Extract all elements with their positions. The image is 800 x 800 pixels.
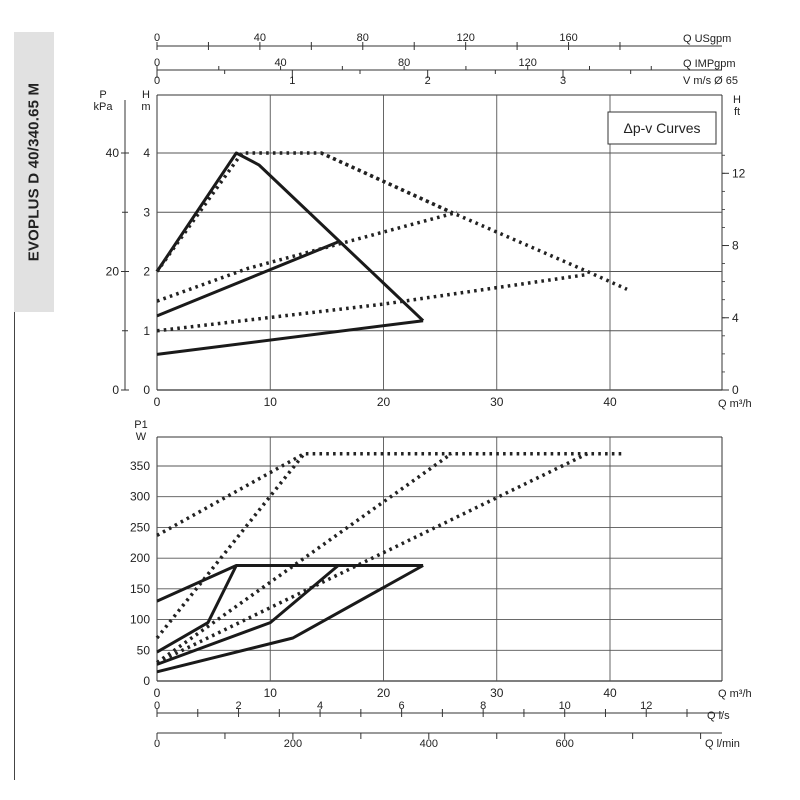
h-axis-unit: m	[141, 101, 150, 113]
h-ft-axis-unit: ft	[734, 106, 740, 118]
top-chart-x-tick-label: 0	[154, 395, 161, 409]
power-curve-6	[156, 564, 238, 654]
bottom-chart-x-tick-label: 30	[490, 686, 504, 700]
bottom-chart-x-tick-label: 40	[603, 686, 617, 700]
ls-axis-tick-label: 2	[235, 700, 241, 712]
h-axis-tick-label: 2	[143, 265, 150, 279]
lmin-axis-tick-label: 200	[284, 738, 302, 750]
power-curve-2	[155, 452, 306, 640]
velocity-axis-tick-label: 2	[425, 75, 431, 87]
h-axis-tick-label: 0	[143, 383, 150, 397]
power-axis-tick-label: 150	[130, 582, 150, 596]
top-curve-7	[320, 151, 453, 214]
power-curve-8	[156, 564, 424, 674]
ls-axis-tick-label: 4	[317, 700, 323, 712]
impgpm-axis-title: Q IMPgpm	[683, 58, 736, 70]
lmin-axis-title: Q l/min	[705, 738, 740, 750]
impgpm-axis-tick-label: 120	[519, 57, 537, 69]
legend-label: Δp-v Curves	[623, 120, 700, 136]
p-axis-unit: kPa	[94, 101, 114, 113]
ls-axis-tick-label: 6	[399, 700, 405, 712]
h-ft-axis-tick-label: 12	[732, 166, 746, 180]
bottom-chart-x-tick-label: 10	[264, 686, 278, 700]
lmin-axis-tick-label: 0	[154, 738, 160, 750]
power-axis-tick-label: 200	[130, 551, 150, 565]
usgpm-axis-title: Q USgpm	[683, 33, 731, 45]
h-ft-axis-tick-label: 8	[732, 239, 739, 253]
bottom-chart-x-axis-title: Q m³/h	[718, 688, 752, 700]
power-axis-tick-label: 50	[137, 643, 151, 657]
top-curve-3	[156, 319, 424, 356]
impgpm-axis-tick-label: 40	[274, 57, 286, 69]
top-chart-x-tick-label: 20	[377, 395, 391, 409]
power-axis-unit: W	[136, 431, 147, 443]
ls-axis-tick-label: 0	[154, 700, 160, 712]
top-curve-1	[155, 151, 425, 322]
power-curve-3	[155, 452, 453, 665]
power-curve-1	[156, 451, 622, 537]
h-ft-axis-tick-label: 0	[732, 383, 739, 397]
usgpm-axis-tick-label: 0	[154, 32, 160, 44]
power-curve-4	[156, 452, 589, 665]
lmin-axis-tick-label: 400	[420, 738, 438, 750]
p-axis-title: P	[99, 89, 106, 101]
h-axis-tick-label: 1	[143, 324, 150, 338]
legend-box	[607, 111, 717, 145]
p-axis-tick-label: 0	[112, 383, 119, 397]
power-curve-7	[156, 564, 340, 666]
lmin-axis-tick-label: 600	[556, 738, 574, 750]
model-label-bar	[14, 32, 54, 312]
ls-axis-tick-label: 8	[480, 700, 486, 712]
usgpm-axis-tick-label: 160	[559, 32, 577, 44]
velocity-axis-tick-label: 1	[289, 75, 295, 87]
ls-axis-title: Q l/s	[707, 710, 730, 722]
power-axis-tick-label: 250	[130, 520, 150, 534]
top-curve-2	[156, 240, 339, 318]
ls-axis-tick-label: 10	[559, 700, 571, 712]
usgpm-axis-tick-label: 40	[254, 32, 266, 44]
h-axis-tick-label: 3	[143, 205, 150, 219]
top-chart-x-tick-label: 30	[490, 395, 504, 409]
usgpm-axis-tick-label: 120	[456, 32, 474, 44]
bottom-chart-x-tick-label: 0	[154, 686, 161, 700]
top-curve-4	[155, 151, 628, 291]
top-chart-x-axis-title: Q m³/h	[718, 398, 752, 410]
power-axis-tick-label: 350	[130, 459, 150, 473]
power-axis-tick-label: 300	[130, 490, 150, 504]
velocity-axis-tick-label: 3	[560, 75, 566, 87]
h-axis-tick-label: 4	[143, 146, 150, 160]
top-chart-x-tick-label: 40	[603, 395, 617, 409]
ls-axis-tick-label: 12	[640, 700, 652, 712]
p-axis-tick-label: 20	[106, 265, 120, 279]
p-axis-tick-label: 40	[106, 146, 120, 160]
top-curve-6	[156, 272, 588, 333]
velocity-axis-tick-label: 0	[154, 75, 160, 87]
usgpm-axis-tick-label: 80	[357, 32, 369, 44]
power-axis-title: P1	[134, 419, 147, 431]
power-axis-tick-label: 100	[130, 613, 150, 627]
left-divider	[14, 312, 15, 780]
velocity-axis-title: V m/s Ø 65	[683, 75, 738, 87]
impgpm-axis-tick-label: 80	[398, 57, 410, 69]
top-chart-x-tick-label: 10	[264, 395, 278, 409]
impgpm-axis-tick-label: 0	[154, 57, 160, 69]
h-ft-axis-tick-label: 4	[732, 311, 739, 325]
h-ft-axis-title: H	[733, 94, 741, 106]
power-axis-tick-label: 0	[143, 674, 150, 688]
top-curve-5	[156, 210, 458, 303]
h-axis-title: H	[142, 89, 150, 101]
bottom-chart-x-tick-label: 20	[377, 686, 391, 700]
